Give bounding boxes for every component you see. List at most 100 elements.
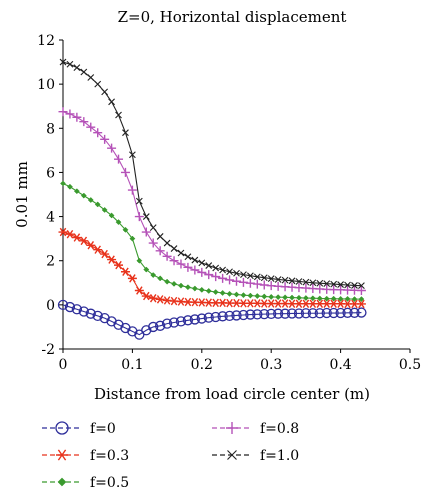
data-point bbox=[122, 129, 129, 137]
series-line bbox=[62, 182, 362, 300]
data-point bbox=[217, 311, 228, 322]
data-point bbox=[344, 281, 351, 289]
data-point bbox=[226, 422, 238, 434]
data-point bbox=[225, 275, 235, 285]
y-tick-label: -2 bbox=[41, 342, 55, 358]
data-point bbox=[240, 271, 247, 279]
y-axis: -2 0 2 4 6 8 10 12 bbox=[37, 33, 64, 358]
legend-item: f=1.0 bbox=[212, 448, 299, 464]
x-tick-label: 0.2 bbox=[191, 357, 213, 373]
data-point bbox=[170, 245, 178, 252]
data-point bbox=[59, 58, 67, 66]
series-line bbox=[62, 111, 362, 292]
data-point bbox=[356, 286, 366, 296]
series-f=0.8 bbox=[58, 107, 366, 296]
data-point bbox=[157, 275, 164, 282]
y-tick-label: 0 bbox=[46, 298, 55, 314]
data-point bbox=[253, 273, 261, 281]
data-point bbox=[129, 235, 136, 242]
data-point bbox=[289, 294, 295, 301]
data-point bbox=[190, 265, 200, 275]
data-point bbox=[107, 255, 117, 264]
data-point bbox=[135, 197, 143, 205]
data-point bbox=[330, 280, 338, 288]
data-point bbox=[302, 295, 309, 301]
data-point bbox=[148, 238, 158, 248]
data-point bbox=[93, 128, 103, 138]
data-point bbox=[71, 304, 83, 315]
data-point bbox=[55, 421, 69, 435]
series-f=0.5 bbox=[60, 180, 365, 303]
y-tick-label: 6 bbox=[46, 165, 55, 181]
data-point bbox=[252, 309, 263, 320]
data-point bbox=[226, 268, 233, 276]
series-line bbox=[62, 231, 362, 305]
data-point bbox=[141, 291, 151, 301]
data-point bbox=[114, 154, 124, 164]
data-point bbox=[321, 307, 332, 319]
series-line bbox=[62, 304, 362, 336]
data-point bbox=[57, 477, 67, 487]
data-point bbox=[156, 233, 164, 240]
data-point bbox=[65, 230, 75, 239]
data-point bbox=[57, 299, 69, 311]
data-point bbox=[323, 280, 331, 288]
data-point bbox=[302, 278, 310, 286]
legend-item: f=0 bbox=[42, 421, 116, 437]
data-point bbox=[60, 180, 66, 187]
data-point bbox=[286, 308, 298, 319]
data-point bbox=[314, 308, 325, 319]
data-point bbox=[233, 291, 240, 298]
legend-label: f=0 bbox=[90, 421, 116, 437]
data-point bbox=[155, 246, 165, 256]
data-point bbox=[120, 167, 130, 177]
x-tick-label: 0.4 bbox=[329, 357, 351, 373]
plot-series bbox=[57, 58, 367, 340]
data-point bbox=[300, 308, 312, 319]
data-point bbox=[309, 295, 316, 302]
legend: f=0 f=0.3 f=0.5 f=0.8 f=1.0 bbox=[42, 421, 299, 491]
data-point bbox=[260, 274, 268, 282]
data-point bbox=[171, 280, 177, 287]
data-point bbox=[141, 227, 151, 237]
data-point bbox=[142, 213, 150, 220]
data-point bbox=[342, 307, 353, 318]
data-point bbox=[267, 275, 275, 282]
data-point bbox=[226, 290, 233, 297]
data-point bbox=[175, 316, 187, 327]
data-point bbox=[279, 308, 291, 319]
series-f=1.0 bbox=[59, 58, 365, 290]
y-tick-label: 2 bbox=[46, 254, 55, 270]
data-point bbox=[92, 310, 103, 322]
data-point bbox=[247, 292, 254, 299]
data-point bbox=[85, 308, 96, 319]
series-f=0 bbox=[57, 299, 367, 340]
data-point bbox=[224, 310, 235, 322]
data-point bbox=[218, 273, 228, 283]
data-point bbox=[73, 64, 81, 71]
data-point bbox=[100, 134, 110, 144]
data-point bbox=[101, 206, 108, 213]
data-point bbox=[211, 272, 221, 282]
data-point bbox=[101, 88, 109, 96]
data-point bbox=[161, 318, 173, 329]
legend-item: f=0.5 bbox=[42, 475, 129, 491]
data-point bbox=[351, 282, 358, 289]
data-point bbox=[240, 292, 247, 299]
data-point bbox=[155, 295, 165, 304]
data-point bbox=[177, 249, 185, 257]
data-point bbox=[162, 251, 172, 261]
data-point bbox=[274, 276, 282, 283]
data-point bbox=[358, 282, 365, 290]
data-point bbox=[212, 289, 219, 296]
data-point bbox=[169, 256, 179, 266]
data-point bbox=[149, 224, 157, 231]
data-point bbox=[176, 259, 186, 269]
data-point bbox=[281, 276, 289, 284]
data-point bbox=[94, 201, 101, 208]
data-point bbox=[127, 274, 137, 283]
data-point bbox=[293, 308, 305, 319]
data-point bbox=[245, 278, 255, 288]
data-point bbox=[266, 308, 277, 320]
